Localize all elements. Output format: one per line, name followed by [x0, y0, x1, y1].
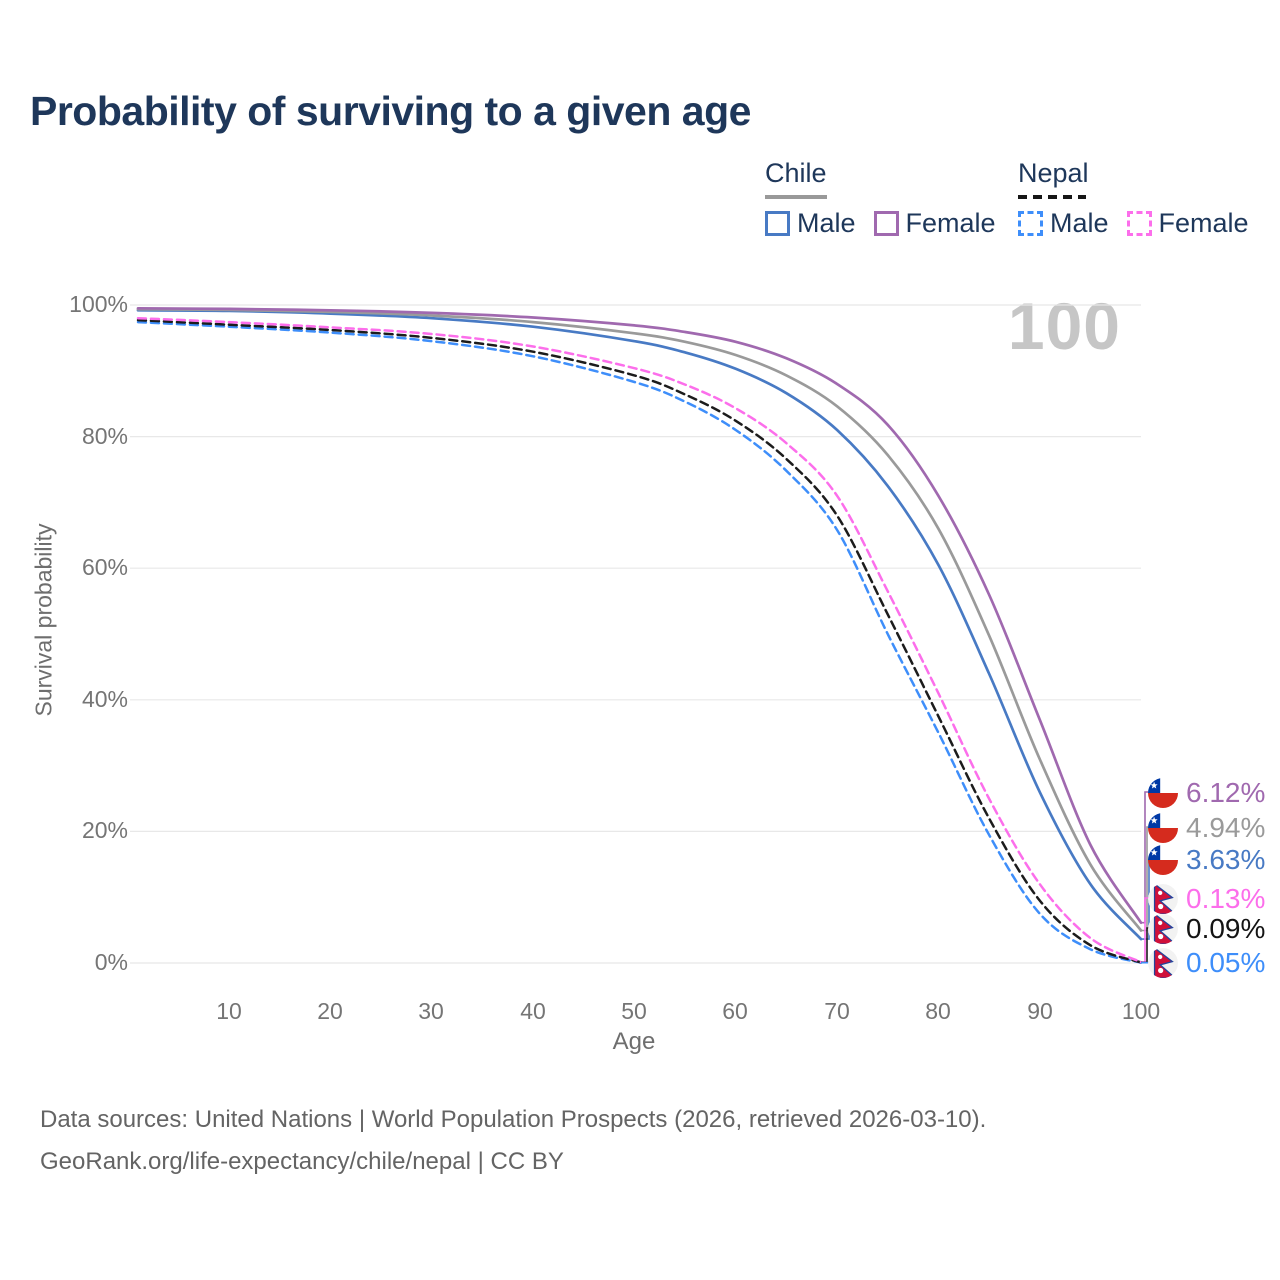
- end-value-nepal-total: 0.09%: [1186, 913, 1266, 944]
- legend-chile-header[interactable]: Chile: [765, 158, 827, 188]
- x-tick-50: 50: [621, 998, 647, 1024]
- attribution-text: GeoRank.org/life-expectancy/chile/nepal …: [40, 1148, 564, 1175]
- legend-chile-female-label: Female: [905, 208, 996, 238]
- y-axis-title: Survival probability: [30, 523, 57, 717]
- series-line-nepal-female[interactable]: [136, 316, 1143, 964]
- series-line-chile-total[interactable]: [136, 307, 1143, 932]
- legend-nepal-header[interactable]: Nepal: [1018, 158, 1089, 188]
- legend-item-nepal-male[interactable]: Male: [1018, 208, 1109, 239]
- legend-chile-male-label: Male: [797, 208, 856, 238]
- end-value-chile-male: 3.63%: [1186, 844, 1266, 875]
- nepal-female-swatch-icon: [1126, 211, 1152, 236]
- x-axis-title: Age: [612, 1028, 656, 1055]
- end-value-nepal-male: 0.05%: [1186, 947, 1266, 978]
- end-label-nepal-female: 0.13%: [1148, 883, 1265, 915]
- y-tick-40: 40%: [81, 686, 128, 712]
- chile-solid-line-sample: [765, 195, 827, 199]
- x-tick-70: 70: [824, 998, 850, 1024]
- legend-nepal-female-label: Female: [1158, 208, 1249, 238]
- nepal-male-swatch-icon: [1018, 211, 1043, 236]
- x-tick-100: 100: [1121, 998, 1161, 1024]
- y-tick-60: 60%: [81, 554, 128, 580]
- legend-row-chile: Male Female: [765, 208, 996, 239]
- end-label-nepal-total: 0.09%: [1148, 913, 1265, 945]
- end-label-chile-male: 3.63%: [1148, 844, 1265, 876]
- chile-female-swatch-icon: [873, 211, 899, 236]
- nepal-flag-icon: [1148, 914, 1178, 944]
- x-tick-80: 80: [925, 998, 951, 1024]
- legend-group-chile: Chile Male Female: [765, 158, 996, 239]
- legend-item-chile-female[interactable]: Female: [873, 208, 996, 239]
- x-tick-40: 40: [520, 998, 546, 1024]
- legend-item-nepal-female[interactable]: Female: [1126, 208, 1249, 239]
- end-label-nepal-male: 0.05%: [1148, 947, 1265, 979]
- y-tick-100: 100%: [69, 291, 128, 317]
- nepal-dashed-line-sample: [1018, 195, 1086, 199]
- y-tick-0: 0%: [94, 949, 128, 975]
- end-label-chile-total: 4.94%: [1148, 812, 1265, 844]
- end-value-chile-total: 4.94%: [1186, 812, 1266, 843]
- page-title: Probability of surviving to a given age: [30, 88, 751, 134]
- legend-nepal-male-label: Male: [1050, 208, 1109, 238]
- nepal-flag-icon: [1148, 884, 1178, 914]
- y-tick-80: 80%: [81, 423, 128, 449]
- series-line-chile-male[interactable]: [136, 308, 1143, 941]
- chile-male-swatch-icon: [765, 211, 790, 236]
- x-tick-90: 90: [1027, 998, 1053, 1024]
- nepal-flag-icon: [1148, 948, 1178, 978]
- x-tick-20: 20: [317, 998, 343, 1024]
- legend-row-nepal: Male Female: [1018, 208, 1249, 239]
- x-tick-60: 60: [722, 998, 748, 1024]
- data-sources-text: Data sources: United Nations | World Pop…: [40, 1106, 987, 1133]
- legend-item-chile-male[interactable]: Male: [765, 208, 856, 239]
- chile-flag-icon: [1148, 845, 1178, 875]
- series-line-nepal-male[interactable]: [136, 320, 1143, 964]
- chile-flag-icon: [1148, 778, 1178, 808]
- end-label-chile-female: 6.12%: [1148, 777, 1265, 809]
- series-line-nepal-total[interactable]: [136, 318, 1143, 964]
- end-value-nepal-female: 0.13%: [1186, 883, 1266, 914]
- chile-flag-icon: [1148, 813, 1178, 843]
- series-line-chile-female[interactable]: [136, 306, 1143, 925]
- x-tick-30: 30: [418, 998, 444, 1024]
- x-tick-10: 10: [216, 998, 242, 1024]
- legend-group-nepal: Nepal Male Female: [1018, 158, 1249, 239]
- end-value-chile-female: 6.12%: [1186, 777, 1266, 808]
- y-tick-20: 20%: [81, 817, 128, 843]
- age-indicator-watermark: 100: [1007, 289, 1121, 363]
